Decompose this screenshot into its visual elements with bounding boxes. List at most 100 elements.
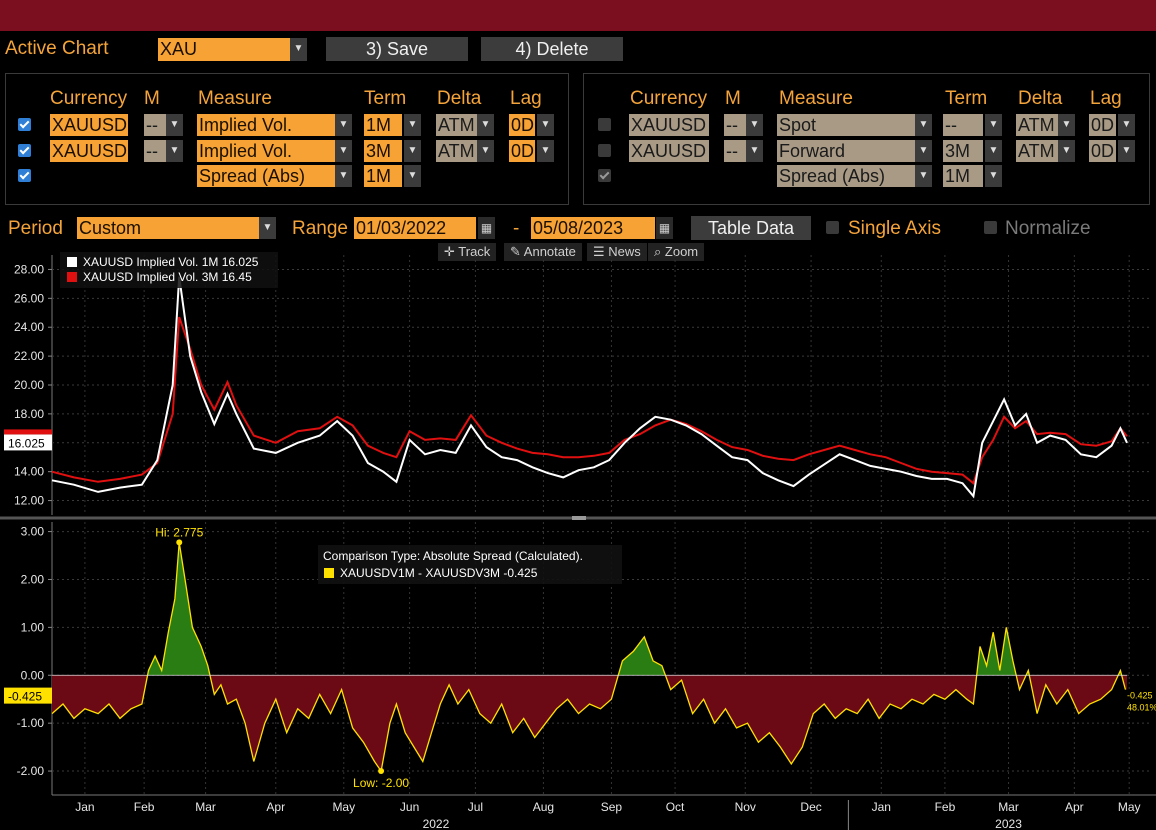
left-row2-term-dropdown-icon[interactable]: ▼ xyxy=(404,140,421,162)
right-header-measure: Measure xyxy=(779,88,853,109)
right-row3-term[interactable]: 1M xyxy=(943,165,983,187)
legend-swatch xyxy=(67,272,77,282)
delete-button[interactable]: 4) Delete xyxy=(481,37,623,61)
left-row1-term-dropdown-icon[interactable]: ▼ xyxy=(404,114,421,136)
news-label: News xyxy=(608,244,641,259)
left-row2-m-dropdown-icon[interactable]: ▼ xyxy=(166,140,183,162)
left-row1-measure[interactable]: Implied Vol. xyxy=(197,114,335,136)
left-row2-delta-dropdown-icon[interactable]: ▼ xyxy=(477,140,494,162)
left-row2-lag[interactable]: 0D xyxy=(509,140,535,162)
x-tick-label: Aug xyxy=(533,800,554,814)
right-row2-lag[interactable]: 0D xyxy=(1089,140,1116,162)
left-row1-lag[interactable]: 0D xyxy=(509,114,535,136)
right-row1-measure-dropdown-icon[interactable]: ▼ xyxy=(915,114,932,136)
right-row2-currency[interactable]: XAUUSD xyxy=(629,140,709,162)
right-row3-measure[interactable]: Spread (Abs) xyxy=(777,165,915,187)
annotate-tool[interactable]: ✎ Annotate xyxy=(504,243,582,261)
table-data-button[interactable]: Table Data xyxy=(691,216,811,240)
track-label: Track xyxy=(458,244,491,259)
x-tick-label: Nov xyxy=(735,800,756,814)
start-date-input[interactable]: 01/03/2022 xyxy=(354,217,476,239)
right-row2-checkbox[interactable] xyxy=(598,144,611,157)
right-row1-currency[interactable]: XAUUSD xyxy=(629,114,709,136)
left-row2-m[interactable]: -- xyxy=(144,140,166,162)
top-y-tick-label: 28.00 xyxy=(14,262,44,276)
left-header-currency: Currency xyxy=(50,88,128,109)
right-row2-m-dropdown-icon[interactable]: ▼ xyxy=(746,140,763,162)
left-row1-lag-dropdown-icon[interactable]: ▼ xyxy=(537,114,554,136)
right-row3-checkbox[interactable] xyxy=(598,169,611,182)
left-series-panel xyxy=(5,73,569,205)
range-dash: - xyxy=(513,218,520,239)
right-row1-delta[interactable]: ATM xyxy=(1016,114,1058,136)
left-row2-currency[interactable]: XAUUSD xyxy=(50,140,128,162)
right-row2-measure-dropdown-icon[interactable]: ▼ xyxy=(915,140,932,162)
left-row1-delta-dropdown-icon[interactable]: ▼ xyxy=(477,114,494,136)
bottom-y-tick-label: 1.00 xyxy=(21,620,45,634)
right-row1-delta-dropdown-icon[interactable]: ▼ xyxy=(1058,114,1075,136)
left-row1-measure-dropdown-icon[interactable]: ▼ xyxy=(335,114,352,136)
x-tick-label: May xyxy=(332,800,355,814)
period-dropdown-icon[interactable]: ▼ xyxy=(259,217,276,239)
right-row2-term[interactable]: 3M xyxy=(943,140,983,162)
end-date-input[interactable]: 05/08/2023 xyxy=(531,217,655,239)
track-tool[interactable]: ✛ Track xyxy=(438,243,497,261)
right-row2-lag-dropdown-icon[interactable]: ▼ xyxy=(1118,140,1135,162)
chart-canvas[interactable]: 28.0026.0024.0022.0020.0018.0016.0014.00… xyxy=(0,245,1156,830)
single-axis-checkbox[interactable] xyxy=(826,221,839,234)
left-row2-measure-dropdown-icon[interactable]: ▼ xyxy=(335,140,352,162)
left-row1-delta[interactable]: ATM xyxy=(436,114,477,136)
left-row2-term[interactable]: 3M xyxy=(364,140,402,162)
left-row3-measure-dropdown-icon[interactable]: ▼ xyxy=(335,165,352,187)
left-row3-measure[interactable]: Spread (Abs) xyxy=(197,165,335,187)
x-tick-label: Mar xyxy=(195,800,216,814)
left-row2-lag-dropdown-icon[interactable]: ▼ xyxy=(537,140,554,162)
zoom-tool[interactable]: ⌕ Zoom xyxy=(648,243,705,261)
left-row3-term[interactable]: 1M xyxy=(364,165,402,187)
x-tick-label: Mar xyxy=(998,800,1019,814)
right-row1-measure[interactable]: Spot xyxy=(777,114,915,136)
right-row2-delta[interactable]: ATM xyxy=(1016,140,1058,162)
left-row2-delta[interactable]: ATM xyxy=(436,140,477,162)
right-row1-checkbox[interactable] xyxy=(598,118,611,131)
left-row3-term-dropdown-icon[interactable]: ▼ xyxy=(404,165,421,187)
spread-line xyxy=(51,542,1128,773)
right-row1-m[interactable]: -- xyxy=(724,114,746,136)
news-tool[interactable]: ☰ News xyxy=(587,243,647,261)
bottom-y-tick-label: -2.00 xyxy=(17,764,45,778)
left-row1-term[interactable]: 1M xyxy=(364,114,402,136)
right-row2-delta-dropdown-icon[interactable]: ▼ xyxy=(1058,140,1075,162)
right-row1-lag-dropdown-icon[interactable]: ▼ xyxy=(1118,114,1135,136)
left-row1-m[interactable]: -- xyxy=(144,114,166,136)
left-row1-currency[interactable]: XAUUSD xyxy=(50,114,128,136)
right-row1-lag[interactable]: 0D xyxy=(1089,114,1116,136)
right-row1-m-dropdown-icon[interactable]: ▼ xyxy=(746,114,763,136)
right-tag-bg-1 xyxy=(1124,689,1156,701)
ticker-input[interactable]: XAU xyxy=(158,38,290,61)
top-y-tick-label: 22.00 xyxy=(14,349,44,363)
start-calendar-icon[interactable]: ▦ xyxy=(478,217,495,239)
comparison-title: Comparison Type: Absolute Spread (Calcul… xyxy=(323,549,583,563)
top-y-tick-label: 24.00 xyxy=(14,320,44,334)
period-select[interactable]: Custom xyxy=(77,217,259,239)
right-row2-term-dropdown-icon[interactable]: ▼ xyxy=(985,140,1002,162)
right-row3-term-dropdown-icon[interactable]: ▼ xyxy=(985,165,1002,187)
normalize-checkbox[interactable] xyxy=(984,221,997,234)
legend-swatch xyxy=(67,257,77,267)
left-row1-checkbox[interactable] xyxy=(18,118,31,131)
left-row1-m-dropdown-icon[interactable]: ▼ xyxy=(166,114,183,136)
ticker-dropdown-icon[interactable]: ▼ xyxy=(290,38,307,61)
end-calendar-icon[interactable]: ▦ xyxy=(656,217,673,239)
x-tick-label: Jan xyxy=(872,800,891,814)
left-row2-measure[interactable]: Implied Vol. xyxy=(197,140,335,162)
save-button[interactable]: 3) Save xyxy=(326,37,468,61)
right-row3-measure-dropdown-icon[interactable]: ▼ xyxy=(915,165,932,187)
series-line-3m xyxy=(51,316,1128,485)
right-row2-measure[interactable]: Forward xyxy=(777,140,915,162)
right-row2-m[interactable]: -- xyxy=(724,140,746,162)
active-chart-label: Active Chart xyxy=(5,38,109,59)
right-row1-term[interactable]: -- xyxy=(943,114,983,136)
right-row1-term-dropdown-icon[interactable]: ▼ xyxy=(985,114,1002,136)
left-row2-checkbox[interactable] xyxy=(18,144,31,157)
left-row3-checkbox[interactable] xyxy=(18,169,31,182)
